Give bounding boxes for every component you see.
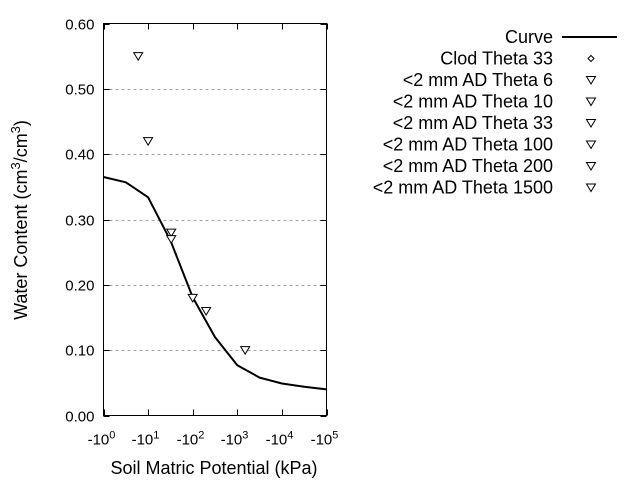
- x-tick-base: -10: [221, 432, 243, 449]
- x-tick-base: -10: [132, 432, 154, 449]
- legend-label: <2 mm AD Theta 1500: [373, 178, 553, 198]
- x-tick-base: -10: [311, 432, 333, 449]
- x-tick-exponent: 3: [242, 430, 248, 442]
- x-tick-base: -10: [177, 432, 199, 449]
- axis-ticks: 0.000.100.200.300.400.500.60-100 -101 -102…: [65, 17, 338, 449]
- points-layer: [132, 52, 251, 356]
- x-tick-label: -102: [177, 430, 205, 449]
- x-tick-label: -100: [88, 430, 116, 449]
- data-point: [165, 228, 177, 238]
- x-tick-exponent: 0: [109, 430, 115, 442]
- curve-layer: [103, 176, 327, 391]
- y-tick-label: 0.50: [65, 82, 94, 99]
- y-axis-label: Water Content (cm3/cm3): [8, 120, 31, 320]
- x-tick-exponent: 2: [198, 430, 204, 442]
- water-retention-curve: [103, 176, 327, 391]
- x-tick-base: -10: [266, 432, 288, 449]
- legend-symbol: [585, 183, 597, 193]
- legend-label: <2 mm AD Theta 33: [393, 113, 553, 133]
- x-tick-label: -103: [221, 430, 249, 449]
- legend-symbol: [587, 54, 595, 63]
- gridlines: [103, 89, 327, 351]
- data-point: [187, 293, 199, 303]
- data-point: [200, 306, 212, 316]
- legend-label: Clod Theta 33: [440, 49, 553, 69]
- legend-symbol: [585, 97, 597, 107]
- y-tick-label: 0.30: [65, 213, 94, 230]
- legend-label: <2 mm AD Theta 200: [383, 156, 553, 176]
- legend-label: <2 mm AD Theta 100: [383, 135, 553, 155]
- x-tick-exponent: 1: [153, 430, 159, 442]
- data-point: [142, 137, 154, 147]
- x-tick-label: -104: [266, 430, 294, 449]
- legend-label: Curve: [505, 27, 553, 47]
- data-point: [239, 346, 251, 356]
- x-tick-exponent: 4: [287, 430, 293, 442]
- legend-symbol: [585, 76, 597, 85]
- y-tick-label: 0.00: [65, 409, 94, 426]
- y-tick-label: 0.20: [65, 278, 94, 295]
- legend-symbol: [585, 162, 597, 171]
- data-point: [165, 235, 177, 245]
- x-tick-label: -105: [311, 430, 339, 449]
- legend-label: <2 mm AD Theta 10: [393, 92, 553, 112]
- legend-symbol: [585, 119, 597, 128]
- x-tick-exponent: 5: [332, 430, 338, 442]
- x-tick-label: -101: [132, 430, 160, 449]
- legend-symbol: [585, 140, 597, 150]
- x-tick-base: -10: [88, 432, 110, 449]
- plot-frame: [103, 23, 327, 416]
- y-tick-label: 0.40: [65, 147, 94, 164]
- data-point: [132, 52, 144, 62]
- y-tick-label: 0.10: [65, 343, 94, 360]
- legend-label: <2 mm AD Theta 6: [403, 70, 553, 90]
- y-tick-label: 0.60: [65, 17, 94, 34]
- x-axis-label: Soil Matric Potential (kPa): [110, 458, 317, 478]
